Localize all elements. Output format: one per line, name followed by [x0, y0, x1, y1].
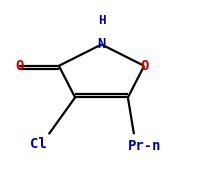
Text: O: O	[139, 59, 148, 73]
Text: Pr-n: Pr-n	[127, 139, 160, 153]
Text: N: N	[97, 37, 105, 51]
Text: O: O	[15, 59, 23, 73]
Text: Cl: Cl	[30, 137, 47, 152]
Text: H: H	[97, 14, 105, 27]
